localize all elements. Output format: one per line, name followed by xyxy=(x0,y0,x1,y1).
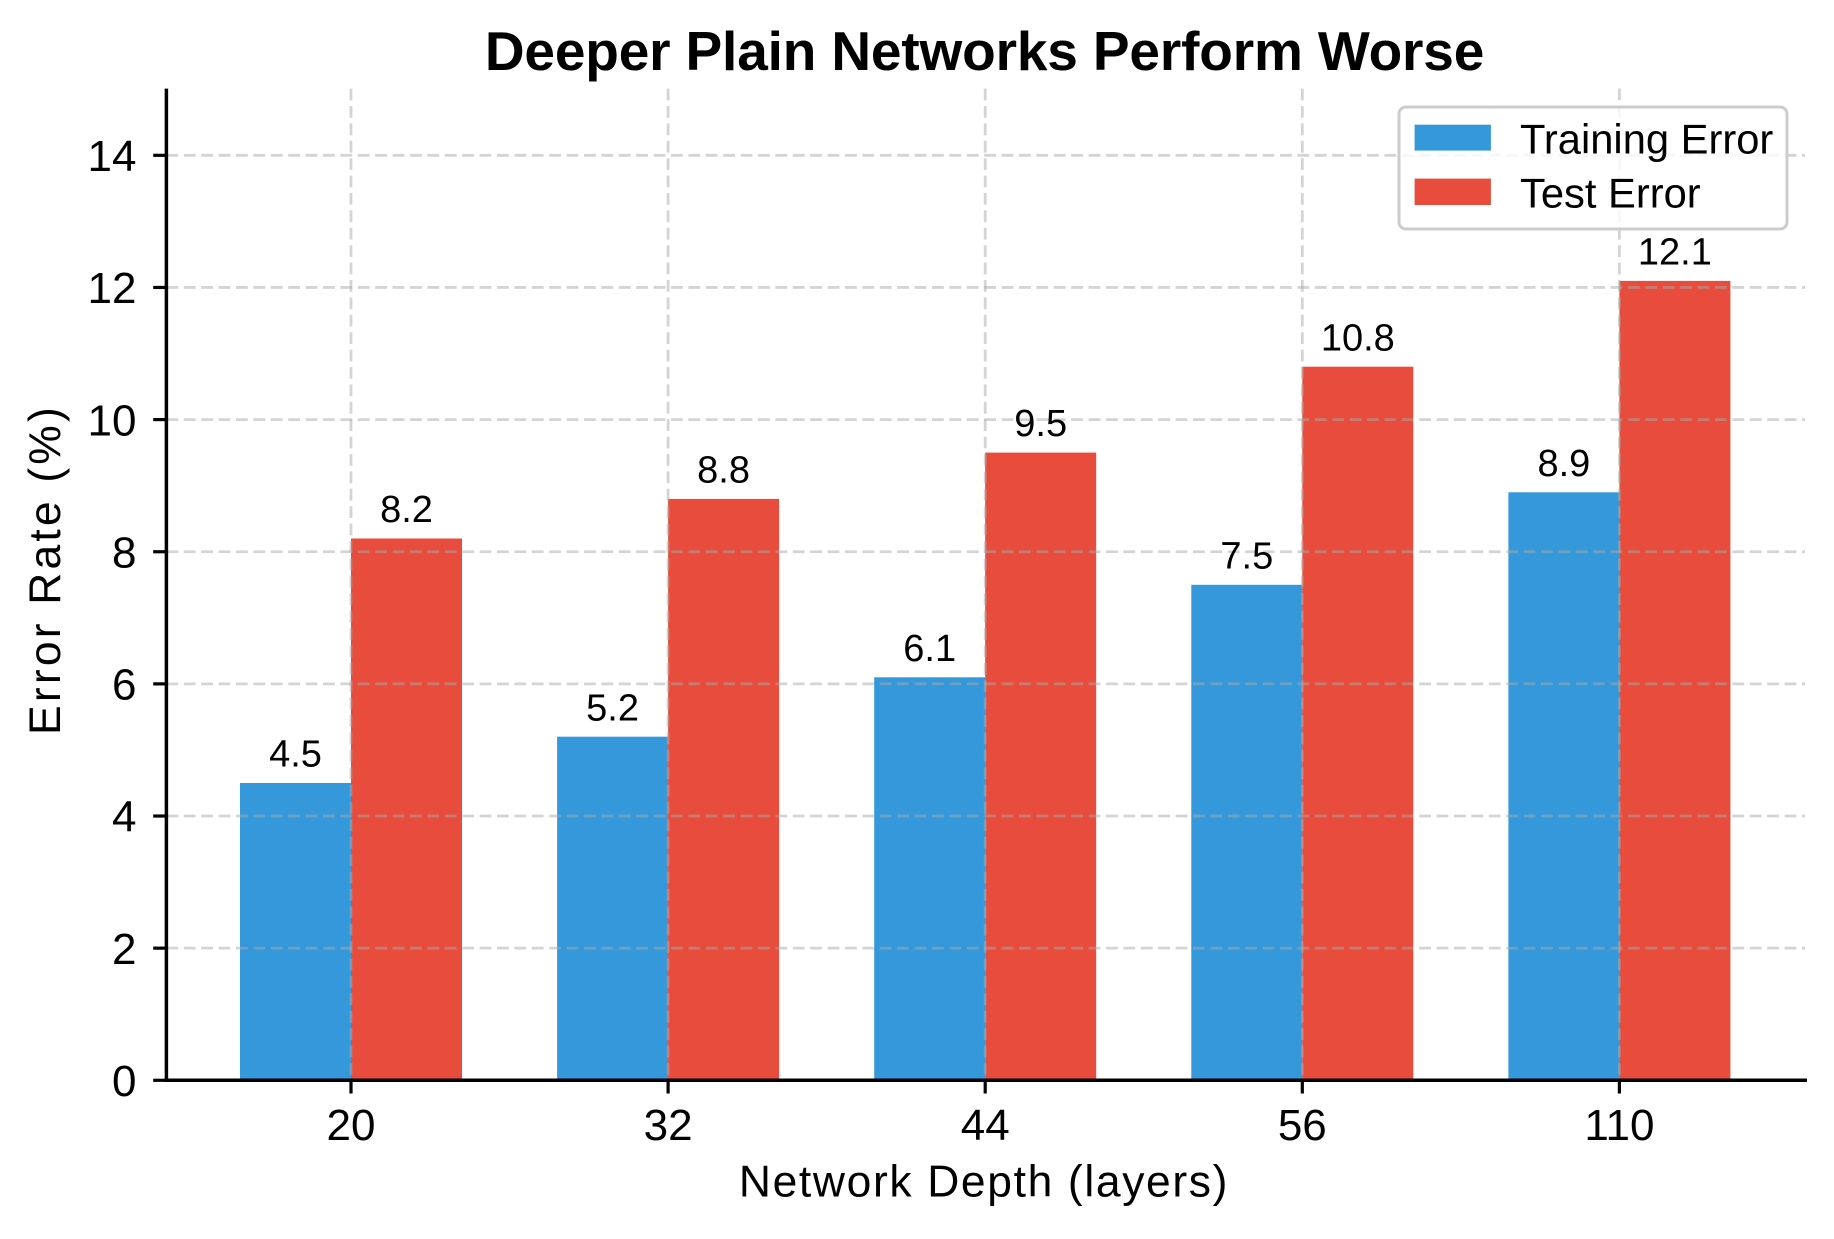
svg-text:6: 6 xyxy=(112,661,136,710)
svg-text:Network Depth (layers): Network Depth (layers) xyxy=(739,1158,1229,1207)
svg-text:Error Rate (%): Error Rate (%) xyxy=(21,404,70,735)
svg-text:110: 110 xyxy=(1584,1101,1654,1150)
svg-text:12: 12 xyxy=(88,264,137,313)
svg-text:8.9: 8.9 xyxy=(1537,443,1590,485)
svg-text:12.1: 12.1 xyxy=(1638,232,1712,274)
svg-text:2: 2 xyxy=(112,925,136,974)
svg-text:10: 10 xyxy=(88,396,137,445)
svg-text:56: 56 xyxy=(1278,1101,1327,1150)
svg-text:Deeper Plain Networks Perform: Deeper Plain Networks Perform Worse xyxy=(485,20,1484,82)
svg-text:4.5: 4.5 xyxy=(269,734,322,776)
svg-text:4: 4 xyxy=(112,793,136,842)
svg-text:14: 14 xyxy=(88,132,137,181)
svg-text:9.5: 9.5 xyxy=(1014,403,1067,445)
svg-text:44: 44 xyxy=(961,1101,1010,1150)
svg-text:8.8: 8.8 xyxy=(697,450,750,492)
svg-text:10.8: 10.8 xyxy=(1321,317,1395,359)
svg-text:8.2: 8.2 xyxy=(380,489,433,531)
svg-text:0: 0 xyxy=(112,1057,136,1106)
svg-text:6.1: 6.1 xyxy=(903,628,956,670)
svg-text:32: 32 xyxy=(644,1101,693,1150)
svg-text:7.5: 7.5 xyxy=(1220,535,1273,577)
svg-text:8: 8 xyxy=(112,528,136,577)
svg-text:Test Error: Test Error xyxy=(1520,170,1701,217)
svg-text:20: 20 xyxy=(327,1101,376,1150)
svg-text:Training Error: Training Error xyxy=(1520,116,1773,163)
svg-text:5.2: 5.2 xyxy=(586,687,639,729)
